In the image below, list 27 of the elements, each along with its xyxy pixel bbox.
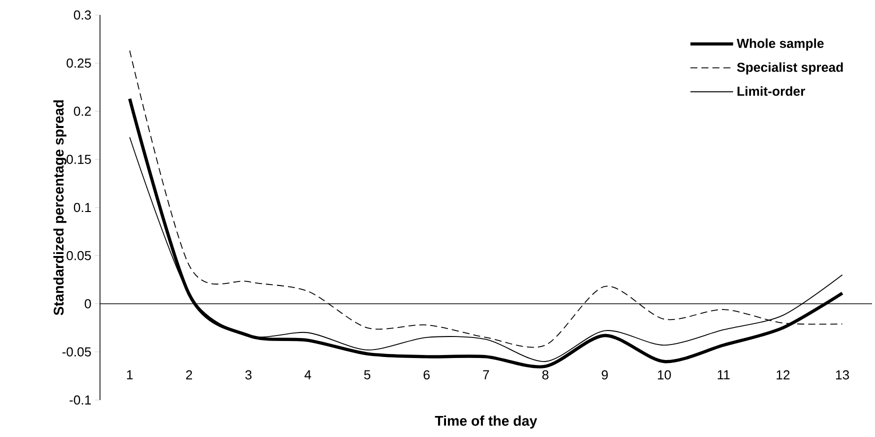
x-tick-label: 9 (602, 370, 608, 380)
y-tick-label: 0 (84, 299, 91, 308)
x-tick-label: 7 (483, 370, 489, 380)
y-tick-label: -0.1 (70, 395, 91, 405)
y-tick-label: -0.05 (62, 347, 91, 356)
x-tick-label: 3 (245, 370, 252, 380)
legend-label: Limit-order (738, 86, 806, 96)
x-tick-label: 5 (364, 370, 370, 380)
y-tick-label: 0.3 (74, 10, 91, 20)
x-axis-title: Time of the day (434, 416, 538, 429)
legend-label: Specialist spread (737, 62, 843, 74)
legend-label: Whole sample (736, 38, 824, 51)
x-tick-label: 8 (542, 370, 548, 380)
y-tick-label: 0.2 (74, 106, 91, 116)
x-tick-label: 12 (776, 370, 790, 380)
x-tick-label: 13 (836, 370, 849, 380)
x-tick-label: 2 (186, 370, 192, 380)
y-tick-label: 0.05 (66, 251, 91, 260)
y-axis-title: Standardized percentage spread (53, 100, 66, 316)
y-tick-label: 0.15 (66, 154, 91, 164)
x-tick-label: 11 (718, 370, 730, 380)
x-tick-label: 10 (658, 370, 671, 380)
y-tick-label: 0.25 (66, 58, 91, 68)
x-tick-label: 1 (127, 370, 133, 380)
y-tick-label: 0.1 (74, 202, 91, 212)
x-tick-label: 6 (424, 370, 430, 380)
x-tick-label: 4 (304, 370, 312, 380)
